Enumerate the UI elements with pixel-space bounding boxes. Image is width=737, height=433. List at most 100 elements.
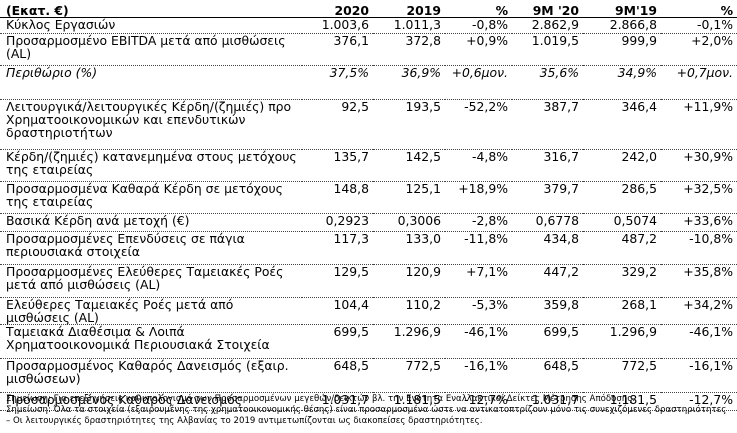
footnote: – Οι λειτουργικές δραστηριότητες της Αλβ… <box>6 416 483 426</box>
row-value: +33,6% <box>661 213 737 232</box>
row-value: 36,9% <box>373 65 445 100</box>
row-value: 447,2 <box>512 264 583 298</box>
row-value: 142,5 <box>373 149 445 182</box>
col-change-header: % <box>445 0 512 18</box>
row-value: 110,2 <box>373 297 445 325</box>
row-value: -46,1% <box>445 324 512 359</box>
row-value: 999,9 <box>583 33 661 66</box>
row-value: 35,6% <box>512 65 583 100</box>
row-value: 0,6778 <box>512 213 583 232</box>
row-value: 772,5 <box>583 358 661 393</box>
row-value: -52,2% <box>445 99 512 150</box>
row-value: +32,5% <box>661 181 737 214</box>
row-value: +35,8% <box>661 264 737 298</box>
row-label: Κέρδη/(ζημιές) κατανεμημένα στους μετόχο… <box>0 149 302 182</box>
row-value: 34,9% <box>583 65 661 100</box>
row-value: 487,2 <box>583 231 661 265</box>
row-value: 1.181,5 <box>583 392 661 411</box>
row-value: 0,5074 <box>583 213 661 232</box>
table-row: Προσαρμοσμένες Επενδύσεις σε πάγια περιο… <box>0 231 737 265</box>
row-value: 2.862,9 <box>512 17 583 34</box>
table-row: Προσαρμοσμένος Καθαρός Δανεισμός 1.031,7 1… <box>0 392 737 411</box>
row-value: +34,2% <box>661 297 737 325</box>
table-row: Προσαρμοσμένα Καθαρά Κέρδη σε μετόχους τ… <box>0 181 737 214</box>
col-9m19-header: 9M'19 <box>583 0 661 18</box>
row-value: 193,5 <box>373 99 445 150</box>
row-value: 772,5 <box>373 358 445 393</box>
row-value: -4,8% <box>445 149 512 182</box>
table-row: Ελεύθερες Ταμειακές Ροές μετά από μισθώσ… <box>0 297 737 325</box>
row-label: Προσαρμοσμένος Καθαρός Δανεισμός <box>0 392 302 411</box>
row-value: -5,3% <box>445 297 512 325</box>
footnote: Σημείωση: Όλα τα στοιχεία (εξαιρουμένης … <box>6 405 727 415</box>
row-value: -12,7% <box>661 392 737 411</box>
footnote: Σημείωση: Για επεξηγήσεις και υπολογισμό… <box>6 394 636 404</box>
row-value: -16,1% <box>661 358 737 393</box>
row-label: Βασικά Κέρδη ανά μετοχή (€) <box>0 213 302 232</box>
row-value: 135,7 <box>302 149 373 182</box>
row-value: 379,7 <box>512 181 583 214</box>
row-value: 1.031,7 <box>512 392 583 411</box>
row-label: Λειτουργικά/λειτουργικές Κέρδη/(ζημιές) … <box>0 99 302 150</box>
row-value: -10,8% <box>661 231 737 265</box>
row-value: 1.003,6 <box>302 17 373 34</box>
row-label: Προσαρμοσμένες Ελεύθερες Ταμειακές Ροές … <box>0 264 302 298</box>
table-row: Προσαρμοσμένος Καθαρός Δανεισμός (εξαιρ.… <box>0 358 737 393</box>
row-value: 1.296,9 <box>583 324 661 359</box>
row-value: 120,9 <box>373 264 445 298</box>
row-value: 286,5 <box>583 181 661 214</box>
row-value: -2,8% <box>445 213 512 232</box>
row-value: 1.296,9 <box>373 324 445 359</box>
table-row: Βασικά Κέρδη ανά μετοχή (€) 0,2923 0,3006-… <box>0 213 737 232</box>
row-value: 372,8 <box>373 33 445 66</box>
row-value: +2,0% <box>661 33 737 66</box>
units-label: (Εκατ. €) <box>0 0 302 18</box>
row-value: +30,9% <box>661 149 737 182</box>
row-value: +0,6μον. <box>445 65 512 100</box>
col-change-9m-header: % <box>661 0 737 18</box>
row-value: 359,8 <box>512 297 583 325</box>
row-value: 699,5 <box>302 324 373 359</box>
row-value: 0,3006 <box>373 213 445 232</box>
row-label: Περιθώριο (%) <box>0 65 302 100</box>
row-value: 1.031,7 <box>302 392 373 411</box>
row-label: Προσαρμοσμένος Καθαρός Δανεισμός (εξαιρ.… <box>0 358 302 393</box>
row-value: 92,5 <box>302 99 373 150</box>
row-value: 242,0 <box>583 149 661 182</box>
row-value: 329,2 <box>583 264 661 298</box>
row-label: Προσαρμοσμένες Επενδύσεις σε πάγια περιο… <box>0 231 302 265</box>
row-value: -11,8% <box>445 231 512 265</box>
row-value: -46,1% <box>661 324 737 359</box>
row-value: 104,4 <box>302 297 373 325</box>
table-row: Προσαρμοσμένο EBITDA μετά από μισθώσεις … <box>0 33 737 66</box>
row-value: 346,4 <box>583 99 661 150</box>
row-label: Ταμειακά Διαθέσιμα & Λοιπά Χρηματοοικονο… <box>0 324 302 359</box>
row-label: Ελεύθερες Ταμειακές Ροές μετά από μισθώσ… <box>0 297 302 325</box>
row-value: -12,7% <box>445 392 512 411</box>
row-value: +7,1% <box>445 264 512 298</box>
row-value: +18,9% <box>445 181 512 214</box>
table-row: Λειτουργικά/λειτουργικές Κέρδη/(ζημιές) … <box>0 99 737 150</box>
row-value: 37,5% <box>302 65 373 100</box>
table-row: Περιθώριο (%) 37,5% 36,9% +0,6μον. 35,6% 34,9… <box>0 65 737 100</box>
row-value: 125,1 <box>373 181 445 214</box>
row-value: -0,8% <box>445 17 512 34</box>
row-value: 699,5 <box>512 324 583 359</box>
row-value: 0,2923 <box>302 213 373 232</box>
footnotes: Σημείωση: Για επεξηγήσεις και υπολογισμό… <box>6 394 734 427</box>
table-row: Ταμειακά Διαθέσιμα & Λοιπά Χρηματοοικονο… <box>0 324 737 359</box>
row-value: 1.011,3 <box>373 17 445 34</box>
row-value: 133,0 <box>373 231 445 265</box>
row-value: 316,7 <box>512 149 583 182</box>
row-value: -0,1% <box>661 17 737 34</box>
col-9m20-header: 9M '20 <box>512 0 583 18</box>
row-value: -16,1% <box>445 358 512 393</box>
row-value: 648,5 <box>512 358 583 393</box>
table-row: Κύκλος Εργασιών 1.003,6 1.011,3 -0,8% 2.862,… <box>0 17 737 34</box>
row-value: 648,5 <box>302 358 373 393</box>
row-label: Προσαρμοσμένα Καθαρά Κέρδη σε μετόχους τ… <box>0 181 302 214</box>
financial-table: (Εκατ. €) 2020 2019 % 9M '20 9M'19 % Κύκ… <box>0 0 737 411</box>
row-value: 376,1 <box>302 33 373 66</box>
row-value: 148,8 <box>302 181 373 214</box>
table-row: Κέρδη/(ζημιές) κατανεμημένα στους μετόχο… <box>0 149 737 182</box>
